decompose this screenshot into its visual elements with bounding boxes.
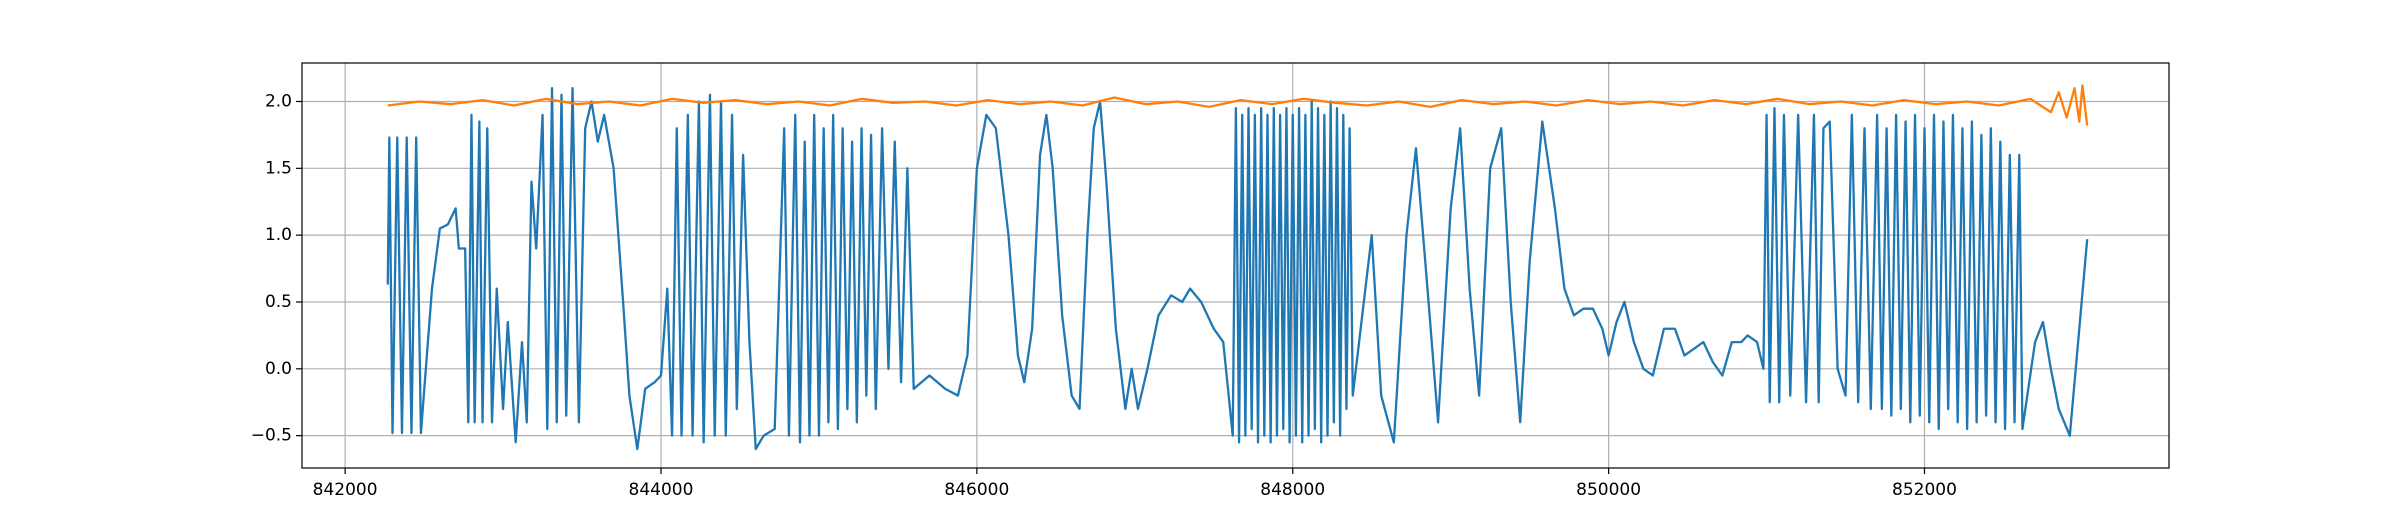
plot-frame	[301, 62, 2170, 469]
x-tick-label: 846000	[944, 480, 1009, 500]
x-tick-label: 842000	[313, 480, 378, 500]
x-tick-label: 848000	[1260, 480, 1325, 500]
x-tick-label: 850000	[1576, 480, 1641, 500]
y-tick-label: 0.0	[265, 359, 292, 379]
data-line	[386, 86, 2089, 451]
y-tick-label: 2.0	[265, 91, 292, 111]
y-tick-label: 1.0	[265, 225, 292, 245]
y-tick-label: 1.5	[265, 158, 292, 178]
y-tick-label: −0.5	[251, 426, 292, 446]
y-tick-label: 0.5	[265, 292, 292, 312]
x-tick-label: 852000	[1892, 480, 1957, 500]
x-tick-label: 844000	[629, 480, 694, 500]
data-line	[387, 84, 2089, 126]
